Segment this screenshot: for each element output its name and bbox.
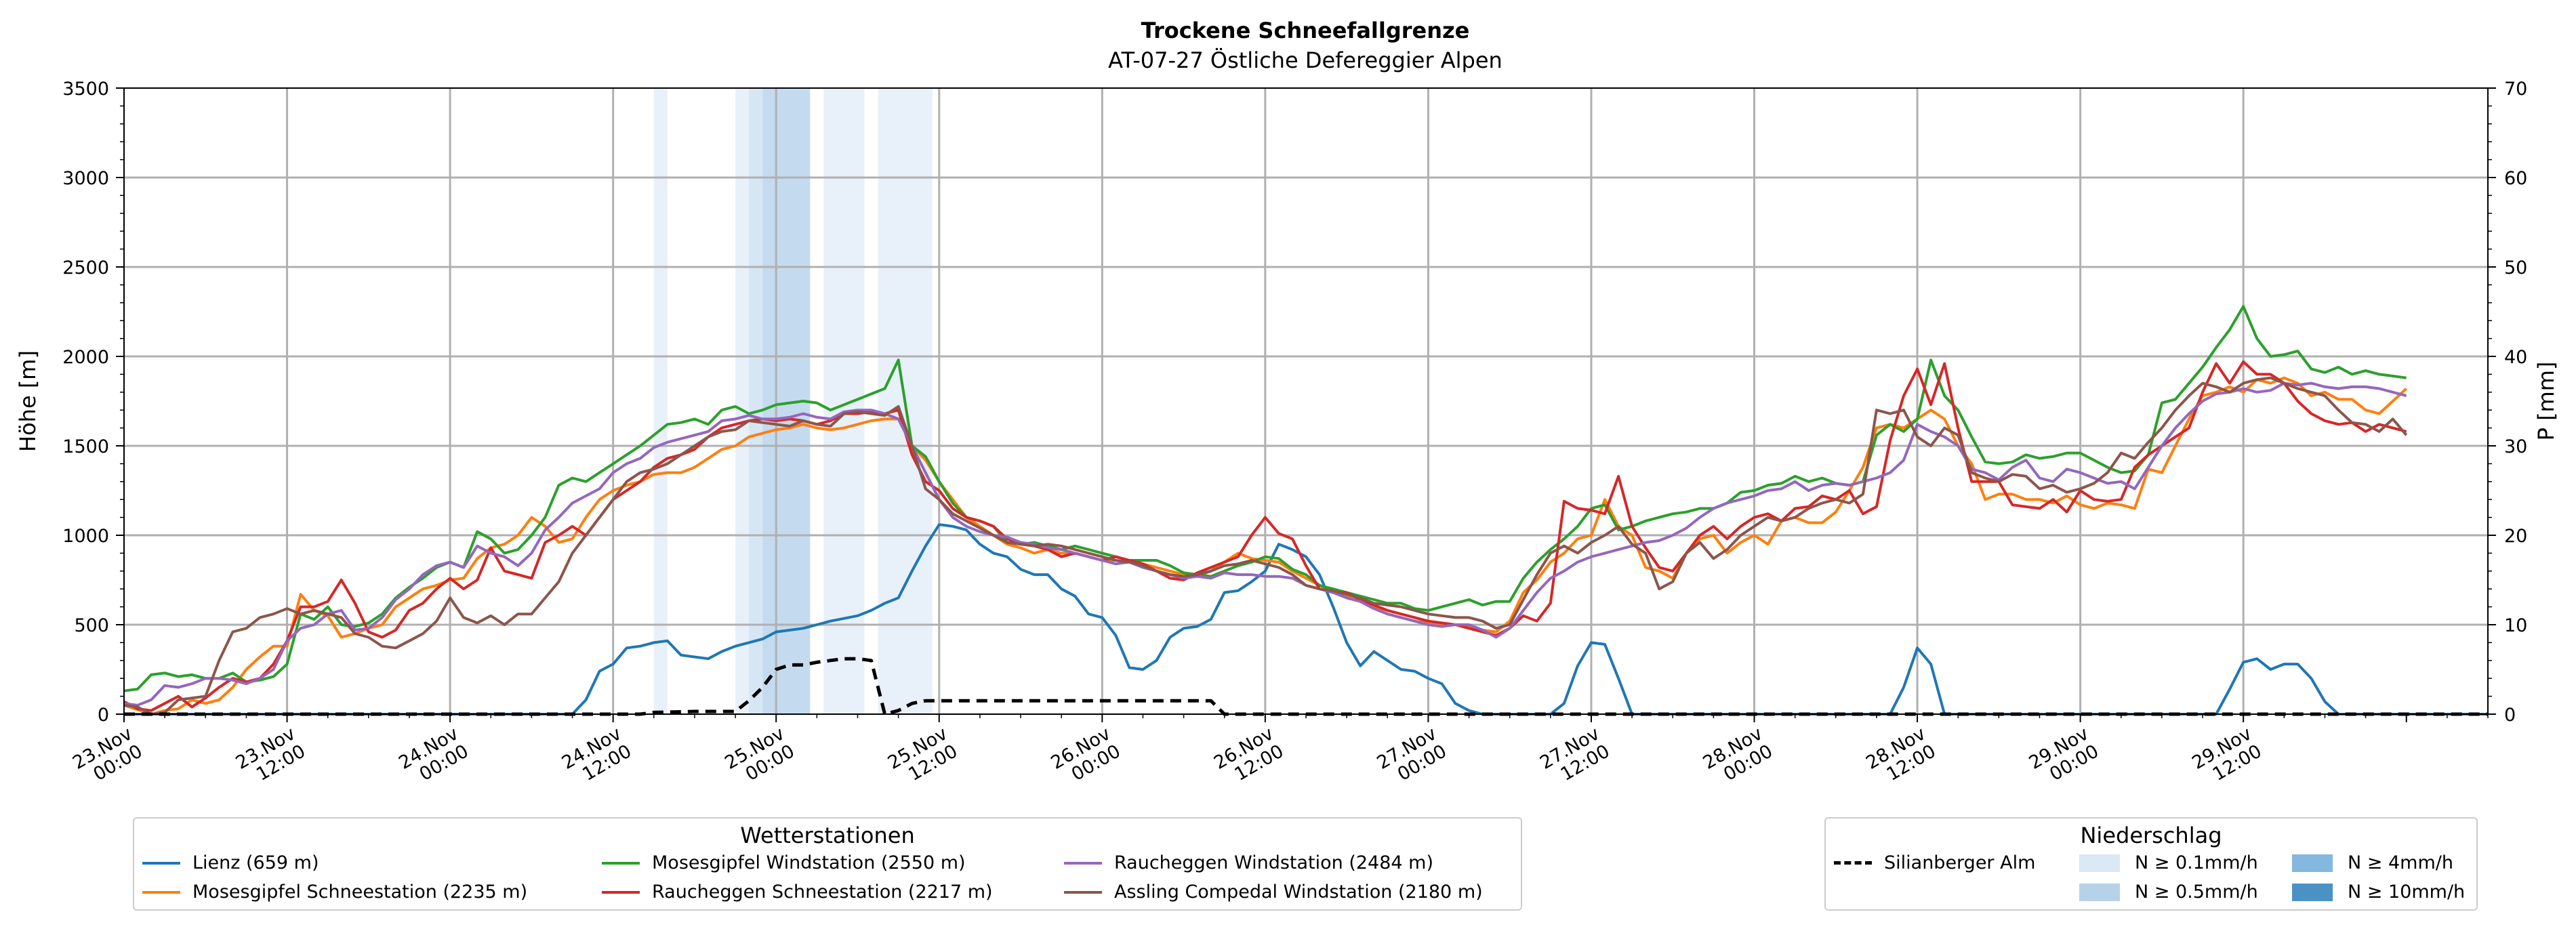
y2-tick-label: 0 (2504, 705, 2516, 726)
legend-swatch (602, 890, 640, 894)
legend-item-raucheggen-wind: Raucheggen Windstation (2484 m) (1064, 852, 1433, 873)
x-tick-label: 23.Nov00:00 (69, 723, 146, 791)
series-line-0 (124, 523, 2488, 716)
legend-label: Raucheggen Schneestation (2217 m) (652, 882, 993, 903)
y2-tick-label: 10 (2504, 615, 2527, 636)
x-tick-label: 29.Nov12:00 (2188, 723, 2265, 791)
y2-tick-label: 60 (2504, 168, 2527, 189)
legend-label: Mosesgipfel Windstation (2550 m) (652, 852, 966, 873)
grid-lines (124, 88, 2488, 714)
legend-swatch (1064, 890, 1102, 894)
x-tick-label: 24.Nov12:00 (558, 723, 635, 791)
x-axis: 23.Nov00:00 23.Nov12:00 24.Nov00:00 24.Nov1… (69, 714, 2489, 791)
x-tick-label: 29.Nov00:00 (2026, 723, 2102, 791)
x-tick-label: 26.Nov00:00 (1047, 723, 1124, 791)
y2-tick-label: 40 (2504, 347, 2527, 368)
legend-label: N ≥ 10mm/h (2348, 882, 2466, 903)
x-tick-label: 28.Nov00:00 (1700, 723, 1776, 791)
y-tick-label: 3500 (62, 79, 109, 100)
series-line-1 (123, 376, 2408, 716)
legend-swatch (142, 890, 180, 894)
y-axis-left: 0 500 1000 1500 2000 2500 3000 3500 (62, 79, 124, 726)
legend-label: Raucheggen Windstation (2484 m) (1114, 852, 1433, 873)
legend-swatch (2292, 883, 2333, 901)
y-tick-label: 2000 (62, 347, 109, 368)
y2-tick-label: 70 (2504, 79, 2527, 100)
legend-label: N ≥ 0.1mm/h (2135, 852, 2258, 873)
legend-item-level-05: N ≥ 0.5mm/h (2079, 882, 2258, 903)
y2-tick-label: 20 (2504, 526, 2527, 547)
x-tick-label: 25.Nov12:00 (884, 723, 961, 791)
precip-band (823, 88, 865, 714)
x-tick-label: 23.Nov12:00 (232, 723, 309, 791)
legend-label: Silianberger Alm (1884, 852, 2036, 873)
precip-band (735, 88, 750, 714)
series-line-4 (123, 381, 2407, 707)
legend-swatch (2079, 854, 2120, 872)
precip-band (653, 88, 668, 714)
y2-axis-label: P [mm] (2533, 362, 2559, 441)
legend-item-level-01: N ≥ 0.1mm/h (2079, 852, 2258, 873)
precip-legend: Niederschlag Silianberger Alm N ≥ 0.1mm/… (1824, 817, 2478, 911)
legend-label: N ≥ 0.5mm/h (2135, 882, 2258, 903)
legend-swatch (1834, 861, 1872, 865)
legend-item-level-4: N ≥ 4mm/h (2292, 852, 2453, 873)
chart-subtitle: AT-07-27 Östliche Defereggier Alpen (1108, 47, 1502, 73)
series-line-5 (123, 376, 2408, 716)
legend-label: Mosesgipfel Schneestation (2235 m) (192, 882, 528, 903)
series-line-3 (123, 360, 2407, 712)
legend-item-mosesgipfel-schnee: Mosesgipfel Schneestation (2235 m) (142, 882, 527, 903)
x-tick-label: 26.Nov12:00 (1210, 723, 1287, 791)
x-tick-label: 24.Nov00:00 (395, 723, 472, 791)
series-line-6 (124, 657, 2488, 716)
y-tick-label: 500 (74, 615, 109, 636)
plot-frame (123, 87, 2489, 715)
legend-item-mosesgipfel-wind: Mosesgipfel Windstation (2550 m) (602, 852, 966, 873)
y-tick-label: 1000 (62, 526, 109, 547)
legend-item-silianberger: Silianberger Alm (1834, 852, 2035, 873)
legend-swatch (142, 861, 180, 865)
legend-swatch (2079, 883, 2120, 901)
legend-label: Lienz (659 m) (192, 852, 319, 873)
y2-tick-label: 30 (2504, 436, 2527, 457)
y-tick-label: 3000 (62, 168, 109, 189)
legend-swatch (1064, 861, 1102, 865)
precip-band (749, 88, 763, 714)
x-tick-label: 27.Nov00:00 (1374, 723, 1450, 791)
legend-swatch (2292, 854, 2333, 872)
legend-swatch (602, 861, 640, 865)
y-tick-label: 0 (98, 705, 109, 726)
legend-label: N ≥ 4mm/h (2348, 852, 2453, 873)
y-tick-label: 1500 (62, 436, 109, 457)
y2-tick-label: 50 (2504, 257, 2527, 278)
series-line-2 (123, 305, 2407, 692)
y-axis-label: Höhe [m] (15, 350, 41, 452)
precip-legend-title: Niederschlag (2080, 823, 2222, 848)
y-tick-label: 2500 (62, 257, 109, 278)
legend-item-assling: Assling Compedal Windstation (2180 m) (1064, 882, 1483, 903)
x-tick-label: 28.Nov12:00 (1862, 723, 1939, 791)
legend-item-lienz: Lienz (659 m) (142, 852, 319, 873)
series-lines (123, 305, 2488, 716)
legend-label: Assling Compedal Windstation (2180 m) (1114, 882, 1483, 903)
legend-item-raucheggen-schnee: Raucheggen Schneestation (2217 m) (602, 882, 993, 903)
stations-legend-title: Wetterstationen (740, 823, 915, 848)
x-tick-label: 27.Nov12:00 (1536, 723, 1613, 791)
y-axis-right: 0 10 20 30 40 50 60 70 (2488, 79, 2527, 726)
x-tick-label: 25.Nov00:00 (721, 723, 798, 791)
legend-item-level-10: N ≥ 10mm/h (2292, 882, 2465, 903)
stations-legend: Wetterstationen Lienz (659 m) Mosesgipfe… (133, 817, 1522, 911)
chart-title: Trockene Schneefallgrenze (1141, 18, 1470, 43)
